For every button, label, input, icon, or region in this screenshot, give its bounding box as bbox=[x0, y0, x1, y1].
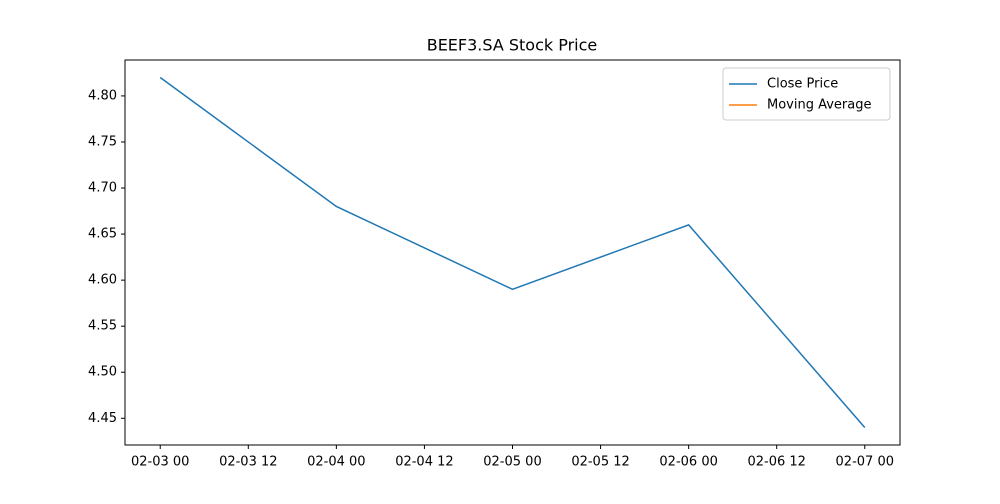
legend-label: Close Price bbox=[767, 77, 838, 92]
x-tick-label: 02-03 12 bbox=[219, 455, 277, 470]
y-tick-label: 4.50 bbox=[88, 365, 117, 380]
x-tick-label: 02-07 00 bbox=[836, 455, 894, 470]
x-tick-label: 02-06 00 bbox=[659, 455, 717, 470]
y-tick-label: 4.60 bbox=[88, 273, 117, 288]
y-tick-label: 4.55 bbox=[88, 319, 117, 334]
x-tick-label: 02-04 00 bbox=[307, 455, 365, 470]
y-tick-label: 4.70 bbox=[88, 181, 117, 196]
legend-box bbox=[722, 67, 891, 121]
y-tick-label: 4.80 bbox=[88, 88, 117, 103]
x-tick-label: 02-05 00 bbox=[483, 455, 541, 470]
chart-title: BEEF3.SA Stock Price bbox=[427, 36, 598, 55]
y-tick-label: 4.45 bbox=[88, 411, 117, 426]
series-line bbox=[159, 76, 866, 428]
y-tick-label: 4.65 bbox=[88, 227, 117, 242]
x-tick-label: 02-04 12 bbox=[395, 455, 453, 470]
x-tick-label: 02-03 00 bbox=[131, 455, 189, 470]
x-tick-label: 02-05 12 bbox=[571, 455, 629, 470]
y-tick-label: 4.75 bbox=[88, 134, 117, 149]
legend-label: Moving Average bbox=[767, 98, 871, 113]
plot-frame bbox=[124, 59, 901, 446]
x-tick-label: 02-06 12 bbox=[747, 455, 805, 470]
